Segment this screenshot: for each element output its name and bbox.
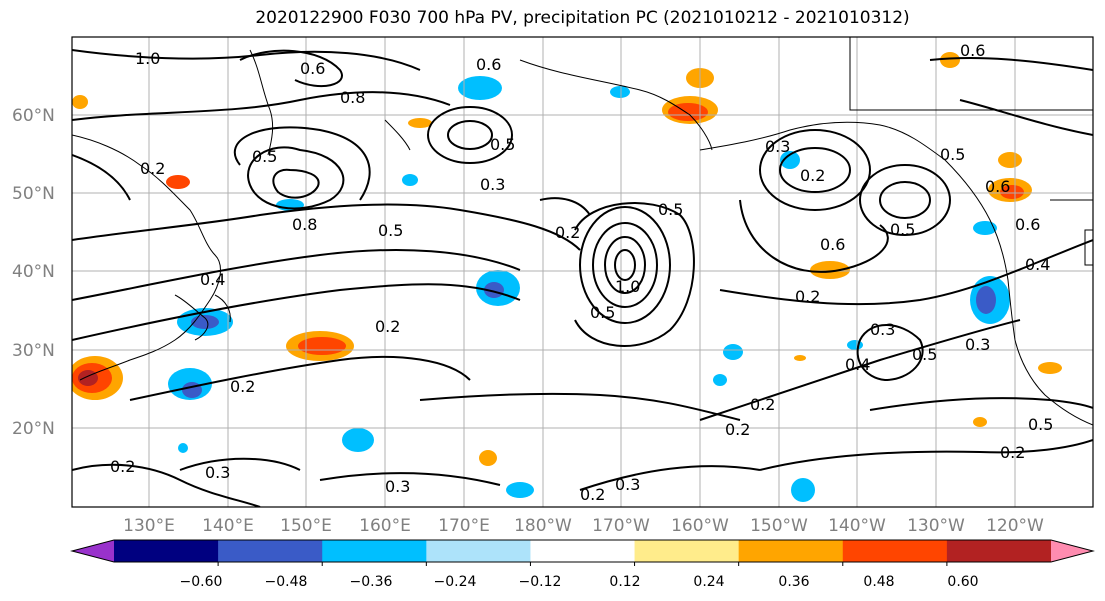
contour-label: 0.5 xyxy=(1028,415,1053,434)
lon-label: 170°E xyxy=(438,516,490,536)
colorbar-segment xyxy=(842,540,948,562)
contour-label: 0.2 xyxy=(555,223,580,242)
colorbar-segment xyxy=(114,540,219,562)
latitude-labels: 60°N 50°N 40°N 30°N 20°N xyxy=(12,106,55,439)
lon-label: 170°W xyxy=(592,516,650,536)
contour-labels: 1.0 0.6 0.6 0.6 0.8 0.5 0.3 0.5 0.8 0.2 … xyxy=(110,41,1053,504)
lon-label: 140°E xyxy=(202,516,254,536)
map-frame xyxy=(71,36,1094,508)
colorbar-tick-label: −0.36 xyxy=(350,574,393,590)
contour-label: 1.0 xyxy=(135,49,160,68)
map-title: 2020122900 F030 700 hPa PV, precipitatio… xyxy=(255,8,910,28)
contour-label: 0.2 xyxy=(725,420,750,439)
lon-label: 150°W xyxy=(750,516,808,536)
colorbar xyxy=(70,539,1095,566)
lon-label: 120°W xyxy=(986,516,1044,536)
contour-label: 0.6 xyxy=(985,177,1010,196)
contour-label: 0.5 xyxy=(590,303,615,322)
contour-label: 0.6 xyxy=(476,55,501,74)
pv-contours xyxy=(72,49,1093,507)
contour-label: 0.5 xyxy=(890,220,915,239)
contour-label: 0.5 xyxy=(378,221,403,240)
contour-label: 0.3 xyxy=(870,320,895,339)
colorbar-tick-label: −0.60 xyxy=(180,574,223,590)
contour-label: 0.2 xyxy=(795,287,820,306)
coastlines xyxy=(72,37,1093,426)
lon-label: 130°E xyxy=(123,516,175,536)
contour-label: 0.3 xyxy=(965,335,990,354)
colorbar-outline xyxy=(70,539,1095,563)
contour-label: 0.5 xyxy=(490,135,515,154)
precip-shading xyxy=(72,52,1062,502)
contour-label: 0.3 xyxy=(615,475,640,494)
contour-label: 0.2 xyxy=(110,457,135,476)
colorbar-segment xyxy=(218,540,323,562)
lat-label: 60°N xyxy=(12,106,55,126)
colorbar-segment xyxy=(530,540,636,562)
lat-label: 20°N xyxy=(12,419,55,439)
contour-label: 1.0 xyxy=(615,277,640,296)
contour-label: 0.2 xyxy=(580,485,605,504)
contour-label: 0.6 xyxy=(300,59,325,78)
contour-label: 0.8 xyxy=(340,88,365,107)
contour-label: 0.2 xyxy=(750,395,775,414)
contour-label: 0.5 xyxy=(252,147,277,166)
colorbar-tick-label: 0.36 xyxy=(778,574,809,590)
colorbar-segment xyxy=(634,540,740,562)
colorbar-tick-label: 0.60 xyxy=(947,574,978,590)
colorbar-tick-label: −0.12 xyxy=(519,574,562,590)
contour-label: 0.2 xyxy=(140,159,165,178)
colorbar-segment xyxy=(322,540,427,562)
contour-label: 0.3 xyxy=(765,137,790,156)
lon-label: 130°W xyxy=(907,516,965,536)
colorbar-extend-high xyxy=(1051,540,1093,562)
contour-label: 0.2 xyxy=(230,377,255,396)
contour-label: 0.5 xyxy=(658,200,683,219)
lat-label: 30°N xyxy=(12,341,55,361)
lon-label: 150°E xyxy=(280,516,332,536)
contour-label: 0.3 xyxy=(205,463,230,482)
lon-label: 140°W xyxy=(828,516,886,536)
contour-label: 0.6 xyxy=(820,235,845,254)
contour-label: 0.2 xyxy=(800,166,825,185)
contour-label: 0.5 xyxy=(912,345,937,364)
colorbar-tick-label: −0.48 xyxy=(265,574,308,590)
colorbar-tick-label: 0.48 xyxy=(863,574,894,590)
contour-label: 0.5 xyxy=(940,145,965,164)
colorbar-segment xyxy=(738,540,844,562)
contour-label: 0.6 xyxy=(960,41,985,60)
lon-label: 160°E xyxy=(359,516,411,536)
lat-label: 40°N xyxy=(12,262,55,282)
lon-label: 180°W xyxy=(514,516,572,536)
contour-label: 0.4 xyxy=(845,355,870,374)
contour-label: 0.3 xyxy=(480,175,505,194)
colorbar-ticks: −0.60 −0.48 −0.36 −0.24 −0.12 0.12 0.24 … xyxy=(180,574,979,590)
colorbar-segment xyxy=(946,540,1052,562)
colorbar-tick-label: −0.24 xyxy=(434,574,477,590)
contour-label: 0.2 xyxy=(375,317,400,336)
contour-label: 0.6 xyxy=(1015,215,1040,234)
lon-label: 160°W xyxy=(671,516,729,536)
colorbar-segment xyxy=(426,540,531,562)
contour-label: 0.4 xyxy=(1025,255,1050,274)
colorbar-extend-low xyxy=(72,540,114,562)
longitude-labels: 130°E 140°E 150°E 160°E 170°E 180°W 170°… xyxy=(123,516,1044,536)
contour-label: 0.3 xyxy=(385,477,410,496)
contour-label: 0.4 xyxy=(200,270,225,289)
contour-label: 0.2 xyxy=(1000,443,1025,462)
lat-label: 50°N xyxy=(12,184,55,204)
contour-label: 0.8 xyxy=(292,215,317,234)
colorbar-tick-label: 0.12 xyxy=(609,574,640,590)
colorbar-tick-label: 0.24 xyxy=(693,574,724,590)
